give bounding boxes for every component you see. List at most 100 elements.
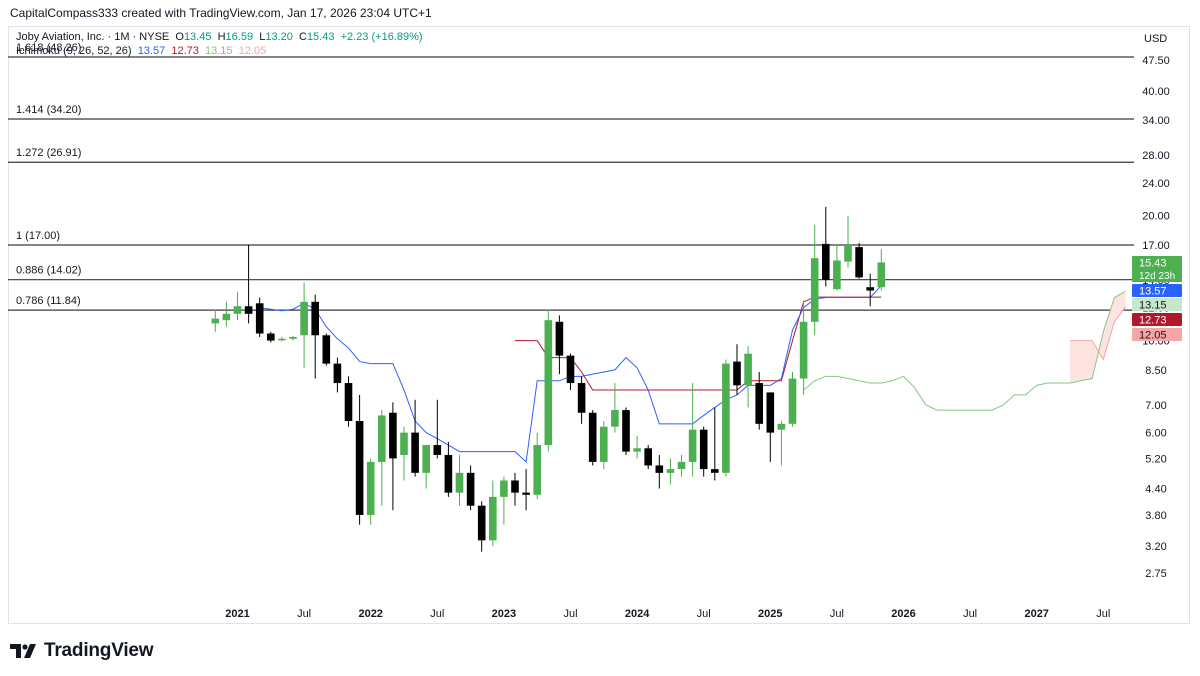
price-tag-base-value: 12.73 xyxy=(1139,315,1167,327)
time-axis-tick-label: 2025 xyxy=(758,608,782,620)
candle-body xyxy=(666,469,675,473)
ichimoku-cloud xyxy=(1070,291,1126,384)
candles xyxy=(211,206,886,552)
candle-body xyxy=(833,260,841,290)
candle-body xyxy=(444,454,453,493)
candle-body xyxy=(300,301,308,336)
price-tag-lead_a xyxy=(1132,298,1182,311)
price-axis-tick-label: 3.80 xyxy=(1145,510,1166,522)
price-tag-lead_b xyxy=(1132,328,1182,341)
candle-body xyxy=(378,415,386,462)
candle-body xyxy=(788,378,797,424)
candle-body xyxy=(500,480,508,497)
leading-span-b-line xyxy=(1070,306,1126,361)
candle-body xyxy=(267,333,275,341)
time-axis: 2021 Jul 2022 Jul 2023 Jul 2024 Jul 2025 Jul 2026 J… xyxy=(225,608,1110,620)
time-axis-tick-label: Jul xyxy=(297,608,311,620)
change-value: +2.23 (+16.89%) xyxy=(340,31,423,43)
ichimoku-cloud-area xyxy=(1070,291,1126,384)
fib-level-label: 1.272 (26.91) xyxy=(16,147,81,159)
candle-body xyxy=(766,392,775,433)
candle-body xyxy=(588,412,597,462)
candle-body xyxy=(311,301,319,336)
fib-level-label: 1.618 (48.26) xyxy=(16,42,81,54)
candle-body xyxy=(522,492,530,495)
symbol-title: Joby Aviation, Inc. · 1M · NYSE xyxy=(16,31,170,43)
ichimoku-lead-b-value: 12.05 xyxy=(238,45,267,57)
candle-body xyxy=(544,320,553,446)
candle-body xyxy=(711,469,719,473)
fib-level-label: 1 (17.00) xyxy=(16,230,60,242)
candle-body xyxy=(566,355,575,384)
candle-body xyxy=(400,432,408,455)
candle-body xyxy=(222,313,231,321)
ichimoku-lead-a-value: 13.15 xyxy=(205,45,233,57)
candle-body xyxy=(422,445,430,473)
ichimoku-title: Ichimoku (9, 26, 52, 26) xyxy=(16,45,132,57)
price-axis-tick-label: 24.00 xyxy=(1142,178,1170,190)
price-axis-tick-label: 4.40 xyxy=(1145,484,1166,496)
price-tag-conversion xyxy=(1132,284,1182,297)
price-axis-tick-label: 34.00 xyxy=(1142,115,1170,127)
candle-body xyxy=(489,496,497,541)
chart-legend: Joby Aviation, Inc. · 1M · NYSE O13.45 H… xyxy=(16,30,423,58)
candle-body xyxy=(411,432,419,473)
price-axis-tick-label: 7.00 xyxy=(1145,400,1166,412)
candle-body xyxy=(777,423,786,430)
candle-body xyxy=(677,461,686,470)
ichimoku-row: Ichimoku (9, 26, 52, 26) 13.57 12.73 13.… xyxy=(16,44,423,58)
price-tag-countdown: 12d 23h xyxy=(1139,271,1175,282)
price-tag-lead_b-value: 12.05 xyxy=(1139,330,1167,342)
tradingview-wordmark: TradingView xyxy=(44,640,154,661)
price-tag-conversion-value: 13.57 xyxy=(1139,286,1167,298)
tradingview-logo[interactable]: TradingView xyxy=(10,640,154,662)
high-value: 16.59 xyxy=(225,31,254,43)
candle-body xyxy=(355,420,364,515)
candle-body xyxy=(810,258,819,322)
candle-body xyxy=(511,480,519,493)
time-axis-tick-label: 2021 xyxy=(225,608,249,620)
price-axis-tick-label: 3.20 xyxy=(1145,541,1166,553)
candle-body xyxy=(455,472,464,493)
price-axis-tick-label: 20.00 xyxy=(1142,211,1170,223)
price-axis-tick-label: 47.50 xyxy=(1142,55,1170,67)
candle-body xyxy=(822,243,830,280)
candle-body xyxy=(255,303,264,334)
candle-body xyxy=(655,465,664,473)
candle-body xyxy=(244,306,253,314)
candle-body xyxy=(322,335,331,364)
base-line xyxy=(515,296,882,391)
time-axis-tick-label: Jul xyxy=(963,608,977,620)
price-axis-tick-label: 5.20 xyxy=(1145,453,1166,465)
time-axis-tick-label: 2022 xyxy=(358,608,382,620)
price-tag-lead_a-value: 13.15 xyxy=(1139,300,1167,312)
candle-body xyxy=(722,363,730,473)
candle-body xyxy=(466,472,475,506)
candle-body xyxy=(744,353,752,386)
currency-label[interactable]: USD xyxy=(1144,33,1168,45)
candle-body xyxy=(333,363,342,384)
candle-body xyxy=(433,445,442,455)
candle-body xyxy=(799,321,808,379)
open-label: O xyxy=(175,31,184,43)
open-value: 13.45 xyxy=(183,31,212,43)
time-axis-tick-label: 2026 xyxy=(891,608,915,620)
ichimoku-conversion-value: 13.57 xyxy=(137,45,166,57)
price-axis-tick-label: 17.00 xyxy=(1142,240,1170,252)
time-axis-tick-label: 2023 xyxy=(492,608,516,620)
candle-body xyxy=(611,410,619,427)
candle-body xyxy=(211,318,220,324)
candle-body xyxy=(844,244,852,262)
candle-body xyxy=(877,262,886,288)
price-axis-tick-label: 28.00 xyxy=(1142,150,1170,162)
candle-body xyxy=(866,287,874,291)
candle-body xyxy=(477,505,486,541)
candle-body xyxy=(389,412,397,459)
candle-body xyxy=(533,445,541,495)
conversion-line xyxy=(259,285,882,463)
high-label: H xyxy=(217,31,226,43)
ichimoku-lines xyxy=(259,285,1126,463)
time-axis-tick-label: Jul xyxy=(563,608,577,620)
